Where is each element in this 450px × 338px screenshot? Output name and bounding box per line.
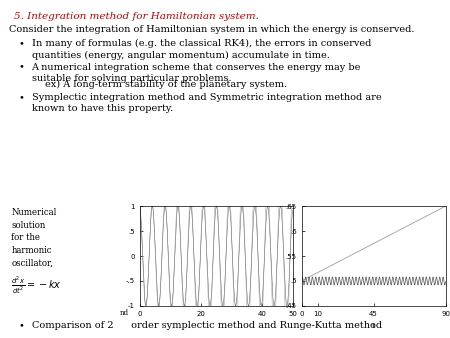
Text: ex) A long-term stability of the planetary system.: ex) A long-term stability of the planeta…	[45, 79, 287, 89]
Text: Consider the integration of Hamiltonian system in which the energy is conserved.: Consider the integration of Hamiltonian …	[9, 25, 414, 34]
Text: •: •	[18, 321, 24, 330]
Text: order symplectic method and Runge-Kutta method: order symplectic method and Runge-Kutta …	[128, 321, 382, 330]
Text: A numerical integration scheme that conserves the energy may be
suitable for sol: A numerical integration scheme that cons…	[32, 63, 361, 83]
Text: In many of formulas (e.g. the classical RK4), the errors in conserved
quantities: In many of formulas (e.g. the classical …	[32, 39, 371, 59]
Text: $\frac{d^2x}{dt^2} = -kx$: $\frac{d^2x}{dt^2} = -kx$	[11, 275, 62, 296]
Text: •: •	[18, 93, 24, 102]
X-axis label: t: t	[372, 322, 375, 330]
Text: Symplectic integration method and Symmetric integration method are
known to have: Symplectic integration method and Symmet…	[32, 93, 381, 114]
Text: nd: nd	[119, 309, 128, 317]
Text: 5. Integration method for Hamiltonian system.: 5. Integration method for Hamiltonian sy…	[14, 12, 258, 21]
Text: Numerical
solution
for the
harmonic
oscillator,: Numerical solution for the harmonic osci…	[11, 208, 57, 267]
Text: •: •	[18, 39, 24, 48]
Text: •: •	[18, 63, 24, 72]
Text: Comparison of 2: Comparison of 2	[32, 321, 113, 330]
